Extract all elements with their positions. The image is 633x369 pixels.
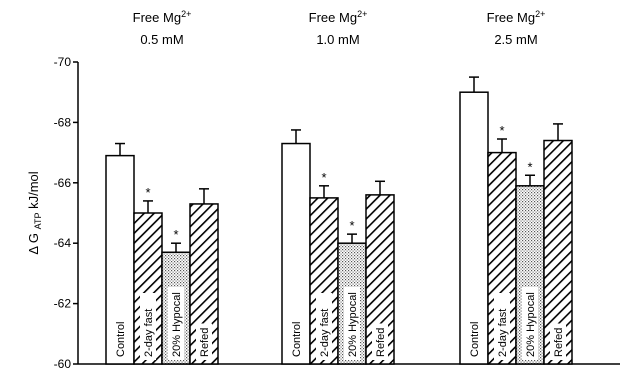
bar-label-bg (344, 286, 360, 360)
bars: Control * 2-day fast * 20% Hypocal Refed Contr… (105, 76, 573, 365)
y-tick-label: -66 (54, 176, 72, 190)
group-subtitle: 0.5 mM (140, 32, 183, 47)
bar-label-bg (112, 311, 128, 360)
y-tick-label: -64 (54, 236, 72, 250)
bar-label: 20% Hypocal (171, 292, 183, 357)
group-subtitle: 1.0 mM (316, 32, 359, 47)
bar-label-group: Refed (550, 323, 566, 360)
bar-label-bg (140, 293, 156, 360)
group-title: Free Mg2+ (487, 9, 546, 25)
bar-label-bg (168, 286, 184, 360)
bar-label: Control (469, 322, 481, 357)
bar-label-group: 20% Hypocal (344, 286, 360, 360)
bar-label-group: Control (466, 311, 482, 360)
bar-label-bg (372, 323, 388, 360)
bar-label: 20% Hypocal (347, 292, 359, 357)
bar-label-bg (494, 293, 510, 360)
bar-label: 20% Hypocal (525, 292, 537, 357)
significance-mark: * (145, 185, 150, 200)
bar-label: Control (115, 322, 127, 357)
bar-label-group: 2-day fast (316, 293, 332, 360)
significance-mark: * (349, 218, 354, 233)
significance-mark: * (527, 159, 532, 174)
bar-label-group: Control (288, 311, 304, 360)
group-subtitle: 2.5 mM (494, 32, 537, 47)
y-tick-label: -68 (54, 115, 72, 129)
group-titles: Free Mg2+ 0.5 mM Free Mg2+ 1.0 mM Free Mg2+ 2… (133, 9, 546, 47)
bar-label-bg (550, 323, 566, 360)
bar-label-group: Refed (196, 323, 212, 360)
bar-label-group: Refed (372, 323, 388, 360)
y-tick-label: -70 (54, 55, 72, 69)
bar-label: 2-day fast (497, 309, 509, 357)
bar-label-group: 20% Hypocal (522, 286, 538, 360)
bar-label: Control (291, 322, 303, 357)
y-tick-label: -62 (54, 297, 72, 311)
bar-label-bg (196, 323, 212, 360)
significance-mark: * (173, 227, 178, 242)
bar-label: Refed (553, 328, 565, 357)
bar-label-bg (288, 311, 304, 360)
y-axis-label: Δ G ATP kJ/mol (26, 171, 43, 254)
bar-label-group: 2-day fast (140, 293, 156, 360)
group-title: Free Mg2+ (133, 9, 192, 25)
bar-label-group: Control (112, 311, 128, 360)
significance-mark: * (321, 170, 326, 185)
bar-label: Refed (199, 328, 211, 357)
y-tick-label: -60 (54, 357, 72, 369)
bar-label-bg (316, 293, 332, 360)
bar-label-bg (522, 286, 538, 360)
bar-label: Refed (375, 328, 387, 357)
bar-label-group: 2-day fast (494, 293, 510, 360)
group-title: Free Mg2+ (309, 9, 368, 25)
bar-label-group: 20% Hypocal (168, 286, 184, 360)
significance-mark: * (499, 123, 504, 138)
bar-label: 2-day fast (319, 309, 331, 357)
bar-label: 2-day fast (143, 309, 155, 357)
bar-label-bg (466, 311, 482, 360)
